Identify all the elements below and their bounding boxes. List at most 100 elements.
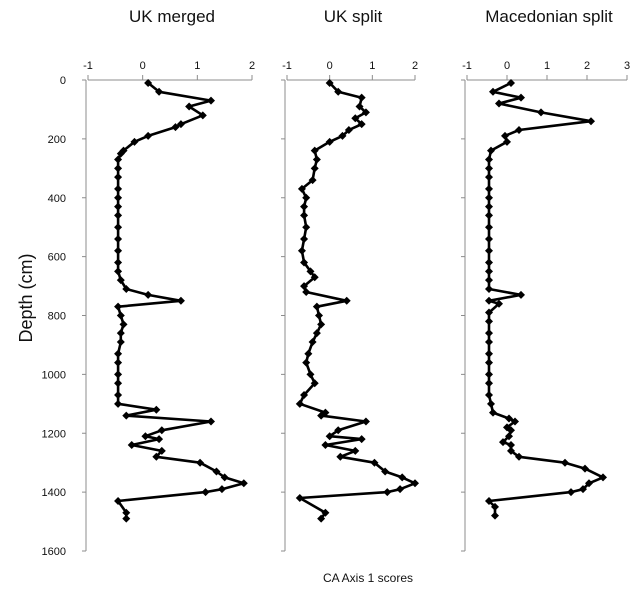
data-point (351, 446, 360, 455)
x-axis-title: CA Axis 1 scores (323, 571, 413, 585)
data-point (344, 126, 353, 135)
data-point (321, 441, 330, 450)
data-point (310, 164, 319, 173)
data-point (114, 246, 123, 255)
data-point (306, 267, 315, 276)
data-point (325, 432, 334, 441)
data-point (325, 137, 334, 146)
data-point (503, 137, 511, 146)
data-point (515, 452, 523, 461)
data-point (351, 114, 360, 123)
data-point (122, 514, 131, 523)
data-point (302, 358, 311, 367)
data-point (300, 282, 309, 291)
data-point (114, 193, 123, 202)
data-point (114, 202, 123, 211)
data-point (361, 108, 370, 117)
data-point (155, 87, 164, 96)
data-point (212, 467, 221, 476)
data-point (567, 488, 575, 497)
series-line (487, 81, 605, 516)
data-point (217, 485, 226, 494)
y-axis-title: Depth (cm) (16, 253, 36, 342)
data-point (201, 488, 210, 497)
data-point (537, 108, 545, 117)
data-point (152, 452, 161, 461)
data-point (116, 149, 125, 158)
data-point (357, 120, 366, 129)
data-point (517, 290, 525, 299)
data-point (207, 96, 215, 105)
data-point (491, 502, 499, 511)
x-tick-label: 2 (412, 60, 418, 72)
depth-axis: 0 200 400 600 800 1000 1200 1400 1600 (42, 75, 66, 558)
data-point (114, 223, 123, 232)
data-point (581, 464, 589, 473)
data-point (116, 276, 125, 285)
y-tick-label: 1000 (42, 369, 66, 381)
data-point (310, 273, 319, 282)
data-point (300, 234, 309, 243)
data-point (317, 514, 326, 523)
data-point (122, 285, 131, 294)
x-tick-label: -1 (282, 60, 292, 72)
data-point (114, 358, 123, 367)
data-point (152, 405, 161, 414)
data-point (495, 99, 503, 108)
data-point (185, 102, 194, 111)
data-point (515, 126, 523, 135)
panel-title: Macedonian split (485, 7, 613, 26)
data-point (361, 417, 370, 426)
data-point (157, 446, 166, 455)
data-point (155, 435, 164, 444)
y-tick-label: 0 (60, 75, 66, 87)
data-point (114, 184, 123, 193)
data-point (485, 211, 493, 220)
data-point (511, 417, 519, 426)
data-point (599, 473, 607, 482)
data-point (312, 155, 321, 164)
data-point (381, 467, 390, 476)
data-point (487, 399, 495, 408)
data-point (485, 184, 493, 193)
data-point (491, 511, 499, 520)
data-point (321, 508, 330, 517)
x-tick-label: 0 (140, 60, 146, 72)
data-point (295, 494, 304, 503)
data-point (485, 276, 493, 285)
data-point (485, 296, 493, 305)
data-point (485, 155, 493, 164)
data-point (487, 146, 495, 155)
x-tick-label: 0 (504, 60, 510, 72)
data-point (295, 399, 304, 408)
data-point (114, 370, 123, 379)
data-point (171, 123, 180, 132)
data-point (383, 488, 392, 497)
data-point (144, 290, 153, 299)
panel-1: UK merged -1 0 1 2 (82, 7, 255, 552)
data-point (315, 311, 323, 320)
data-point (114, 267, 123, 276)
data-point (141, 432, 150, 441)
data-point (130, 137, 139, 146)
data-point (485, 329, 493, 338)
data-point (507, 446, 515, 455)
data-point (196, 458, 205, 467)
data-point (505, 432, 513, 441)
y-tick-label: 800 (48, 311, 66, 323)
data-point (396, 485, 405, 494)
data-point (114, 349, 123, 358)
data-point (357, 435, 366, 444)
data-point (198, 111, 207, 120)
y-tick-label: 1600 (42, 546, 66, 558)
data-point (336, 452, 345, 461)
data-point (485, 164, 493, 173)
data-point (300, 211, 309, 220)
x-tick-label: 2 (249, 60, 255, 72)
data-point (485, 202, 493, 211)
data-point (300, 258, 309, 267)
data-point (334, 426, 343, 435)
data-point (114, 234, 123, 243)
